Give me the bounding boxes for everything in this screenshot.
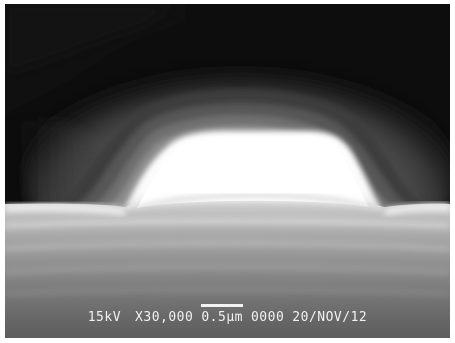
voltage-label: 15kV — [87, 309, 122, 325]
sem-micrograph: 15kV X30,000 0.5µm 0000 20/NOV/12 — [5, 4, 450, 338]
magnification-label: X30,000 — [135, 309, 194, 325]
scale-label: 0.5µm — [201, 309, 243, 325]
image-number-label: 0000 — [250, 309, 285, 325]
scale-bar — [201, 303, 243, 307]
scale-indicator: 0.5µm — [201, 303, 243, 325]
date-label: 20/NOV/12 — [292, 309, 368, 325]
sem-image — [5, 4, 450, 338]
info-bar: 15kV X30,000 0.5µm 0000 20/NOV/12 — [5, 303, 450, 330]
